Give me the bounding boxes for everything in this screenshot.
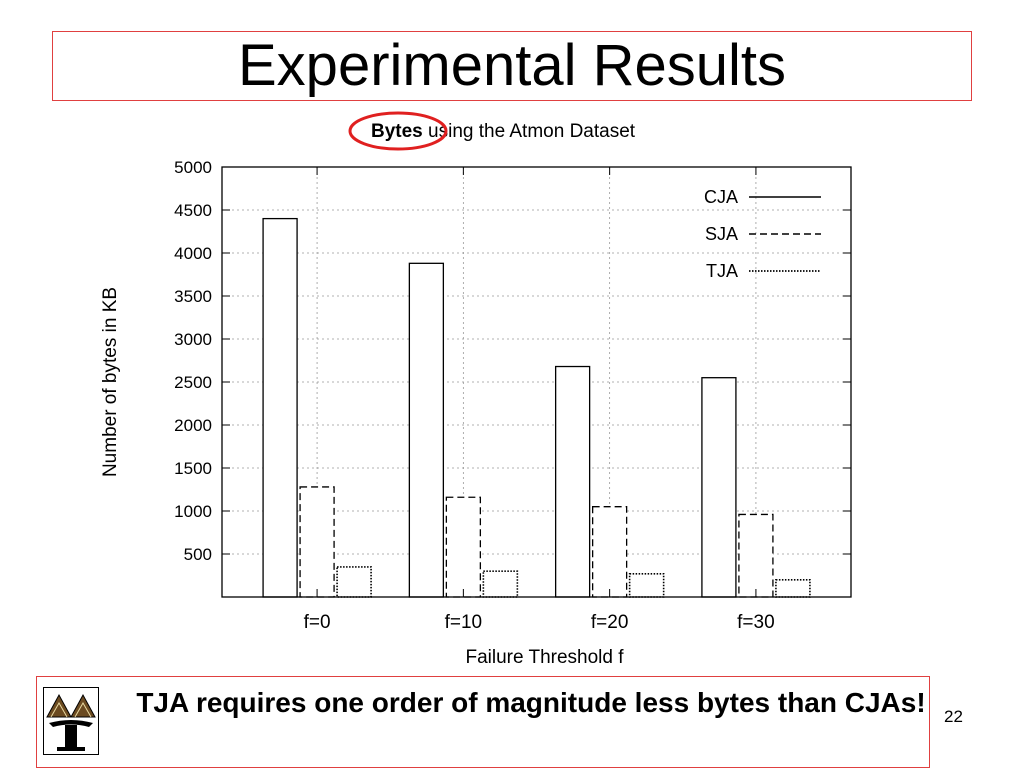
x-tick-label-3: f=30 bbox=[737, 612, 775, 633]
y-tick-label-7: 4000 bbox=[174, 244, 212, 263]
chart-title-text: Bytes using the Atmon Dataset bbox=[371, 121, 636, 142]
chart-title-highlight: Bytes bbox=[371, 121, 423, 142]
slide-title: Experimental Results bbox=[238, 33, 786, 98]
chart-title-rest: using the Atmon Dataset bbox=[423, 121, 636, 142]
bar-sja-1 bbox=[445, 496, 482, 598]
highlight-circle bbox=[348, 111, 448, 151]
bar-cja-0 bbox=[262, 217, 298, 598]
y-tick-label-8: 4500 bbox=[174, 201, 212, 220]
legend-label-cja: CJA bbox=[704, 187, 738, 207]
bar-cja-2 bbox=[554, 365, 591, 598]
y-tick-label-6: 3500 bbox=[174, 287, 212, 306]
legend-label-sja: SJA bbox=[705, 224, 738, 244]
y-tick-label-9: 5000 bbox=[174, 158, 212, 177]
y-tick-label-1: 1000 bbox=[174, 502, 212, 521]
y-tick-label-4: 2500 bbox=[174, 373, 212, 392]
footer-text: TJA requires one order of magnitude less… bbox=[136, 687, 926, 718]
bar-tja-1 bbox=[482, 570, 519, 598]
bar-tja-3 bbox=[775, 578, 811, 598]
x-axis-label: Failure Threshold f bbox=[465, 647, 624, 668]
axes-layer bbox=[221, 166, 852, 598]
bar-sja-3 bbox=[738, 513, 774, 598]
legend: CJA SJA TJA bbox=[704, 187, 821, 281]
grid-layer bbox=[222, 167, 851, 597]
bar-tja-0 bbox=[336, 566, 372, 598]
bar-sja-0 bbox=[299, 486, 335, 598]
x-tick-label-2: f=20 bbox=[591, 612, 629, 633]
bar-cja-1 bbox=[408, 262, 445, 598]
y-axis-label: Number of bytes in KB bbox=[100, 287, 121, 477]
labels-layer: 500 1000 1500 2000 2500 3000 3500 4000 4500 5000 f… bbox=[100, 158, 775, 668]
x-tick-label-1: f=10 bbox=[445, 612, 483, 633]
bytes-bar-chart: 500 1000 1500 2000 2500 3000 3500 4000 4500 5000 f… bbox=[100, 111, 852, 668]
legend-label-tja: TJA bbox=[706, 261, 738, 281]
x-tick-label-0: f=0 bbox=[304, 612, 331, 633]
bar-sja-2 bbox=[591, 506, 628, 598]
bar-tja-2 bbox=[628, 572, 665, 598]
bars-layer bbox=[262, 217, 811, 598]
y-tick-label-5: 3000 bbox=[174, 330, 212, 349]
page-number: 22 bbox=[944, 707, 963, 726]
title-box: Experimental Results bbox=[52, 31, 972, 101]
bar-cja-3 bbox=[701, 377, 737, 598]
y-tick-label-3: 2000 bbox=[174, 416, 212, 435]
chart-title: Bytes using the Atmon Dataset bbox=[348, 111, 636, 151]
y-tick-label-0: 500 bbox=[184, 545, 212, 564]
y-tick-label-2: 1500 bbox=[174, 459, 212, 478]
university-logo-icon bbox=[43, 687, 99, 755]
footer-box: TJA requires one order of magnitude less… bbox=[36, 676, 930, 768]
